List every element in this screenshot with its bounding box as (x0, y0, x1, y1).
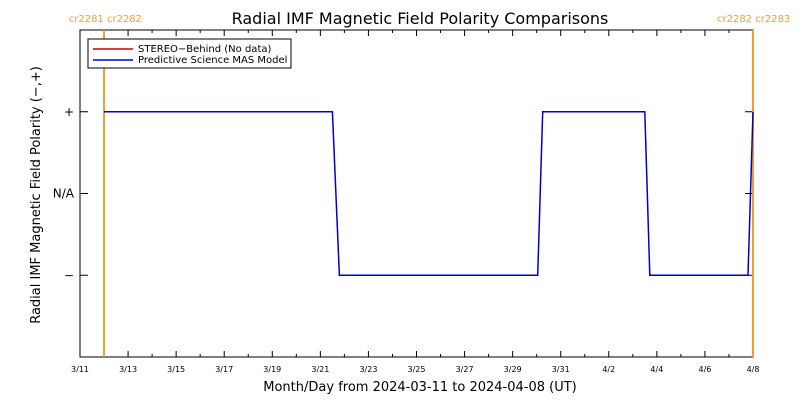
y-tick-label: − (64, 268, 74, 282)
legend-label-mas: Predictive Science MAS Model (138, 55, 287, 66)
y-tick-label: N/A (53, 187, 75, 201)
x-tick-label: 3/21 (311, 365, 329, 374)
carrington-markers: cr2281 cr2282 cr2282 cr2283 (69, 14, 790, 357)
x-tick-label: 3/23 (359, 365, 377, 374)
x-axis: 3/11 3/13 3/15 3/17 3/19 3/21 3/23 3/25 3/27 3/29… (71, 30, 759, 374)
x-tick-label: 3/31 (552, 365, 570, 374)
series-line-mas (104, 111, 754, 277)
x-tick-label: 3/29 (504, 365, 522, 374)
x-tick-label: 3/13 (119, 365, 137, 374)
carrington-label: cr2281 cr2282 (69, 14, 142, 25)
legend-box (87, 38, 292, 69)
x-tick-label: 4/6 (698, 365, 711, 374)
legend: STEREO−Behind (No data) Predictive Scien… (87, 38, 292, 69)
carrington-label: cr2282 cr2283 (717, 14, 790, 25)
plot-frame (79, 29, 754, 358)
series-layer (104, 111, 754, 277)
x-tick-label: 3/15 (167, 365, 185, 374)
x-tick-label: 3/27 (456, 365, 474, 374)
y-tick-label: + (64, 105, 74, 119)
legend-label-stereo: STEREO−Behind (No data) (138, 44, 271, 55)
x-tick-label: 3/25 (408, 365, 426, 374)
x-tick-label: 4/4 (650, 365, 663, 374)
y-axis: + N/A − (53, 105, 753, 282)
y-axis-label: Radial IMF Magnetic Field Polarity (−,+) (29, 66, 44, 324)
x-tick-label: 4/2 (602, 365, 615, 374)
x-tick-label: 4/8 (747, 365, 760, 374)
chart-title: Radial IMF Magnetic Field Polarity Compa… (232, 9, 609, 28)
x-axis-label: Month/Day from 2024-03-11 to 2024-04-08 … (263, 380, 576, 395)
x-tick-label: 3/17 (215, 365, 233, 374)
x-tick-label: 3/19 (263, 365, 281, 374)
x-tick-label: 3/11 (71, 365, 89, 374)
